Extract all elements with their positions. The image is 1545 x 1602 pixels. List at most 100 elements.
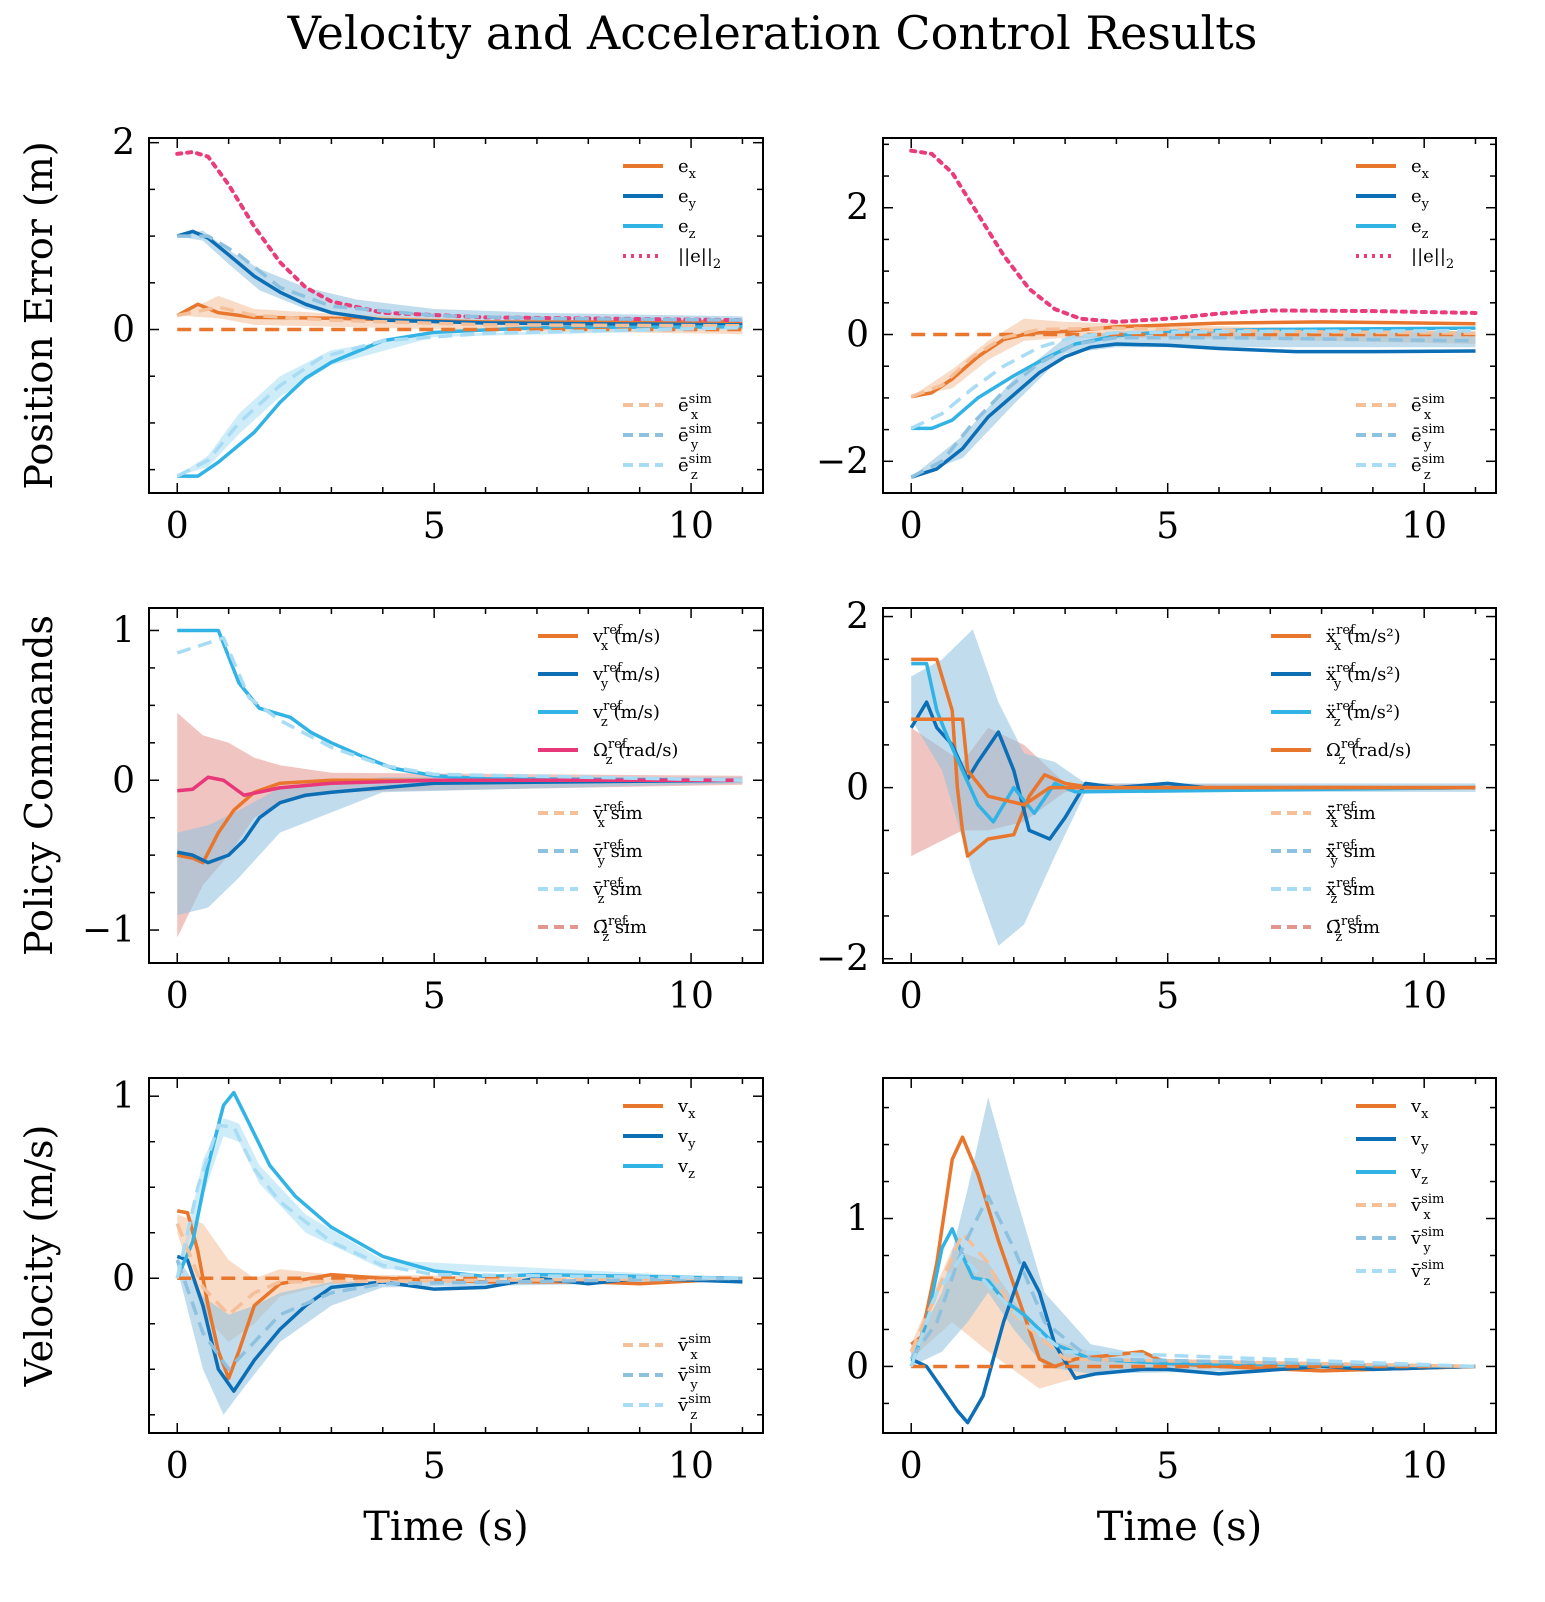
series-line--z-ref-rad-s- <box>911 717 1476 807</box>
legend-label: vref y (m/s) <box>592 661 660 692</box>
axes-frame <box>148 137 764 494</box>
axes-frame <box>148 607 764 964</box>
series-line-v-z-ref-sim <box>176 636 743 783</box>
legend-label: ez <box>1411 216 1429 242</box>
axes-frame <box>882 607 1497 964</box>
series-line-v-z-sim <box>909 1253 1476 1369</box>
legend-label: ex <box>678 156 697 182</box>
y-tick-label: 0 <box>846 768 869 809</box>
figure-title: Velocity and Acceleration Control Result… <box>287 6 1258 60</box>
legend-label-sim: ēsim x <box>1411 392 1445 423</box>
plot-area <box>909 1097 1476 1425</box>
y-tick-label: −1 <box>82 910 135 951</box>
legend-label: vy <box>1410 1129 1429 1155</box>
series-line--z-sim <box>910 328 1476 430</box>
legend-label-sim: v̄sim y <box>677 1362 711 1393</box>
series-line-v-y-ref-m-s- <box>176 778 743 865</box>
series-line--e-2 <box>175 150 745 323</box>
plot-area <box>175 150 745 478</box>
plot-area <box>909 148 1478 479</box>
panel-p00: 0 5 10 0 2 Position Error (m) ex ey ez ||e||2 ēsim… <box>17 123 764 547</box>
x-tick-label: 10 <box>668 506 714 547</box>
y-tick-label: 1 <box>112 610 135 651</box>
panel-p21: 0 5 10 0 1 Time (s) vx vy vz v̄sim xv̄sim yv̄sim z <box>846 1077 1497 1550</box>
y-tick-label: 1 <box>112 1076 135 1117</box>
legend-label: Ωref z (rad/s) <box>1326 737 1411 768</box>
y-tick-label: 0 <box>112 760 135 801</box>
x-tick-label: 0 <box>166 506 189 547</box>
x-tick-label: 5 <box>423 1446 446 1487</box>
plot-area <box>175 1090 743 1415</box>
legend-label: ||e||2 <box>678 246 721 272</box>
legend-label-sim: x̄̈ref, y sim <box>1326 838 1376 869</box>
x-tick-label: 10 <box>1401 1446 1447 1487</box>
legend-label: ẍref z (m/s²) <box>1326 699 1400 730</box>
legend-label: ey <box>1411 186 1430 212</box>
x-tick-label: 0 <box>166 976 189 1017</box>
legend-label-sim: v̄ref, x sim <box>592 800 643 831</box>
legend-label-sim: x̄̈ref, z sim <box>1326 876 1375 907</box>
y-tick-label: 0 <box>112 1258 135 1299</box>
legend-label: ex <box>1411 156 1430 182</box>
legend-label: vy <box>677 1126 696 1152</box>
legend-label-sim: v̄ref, y sim <box>592 838 643 869</box>
legend-label-sim: v̄sim x <box>677 1332 711 1363</box>
series-line-e-y <box>910 342 1476 479</box>
x-tick-label: 10 <box>668 1446 714 1487</box>
axes-frame <box>882 137 1497 494</box>
series-line--x-ref-m-s- <box>911 657 1476 858</box>
x-axis-label: Time (s) <box>363 1504 529 1550</box>
x-tick-label: 5 <box>423 506 446 547</box>
x-axis-label: Time (s) <box>1097 1504 1263 1550</box>
series-line-v-x-sim <box>175 1222 743 1317</box>
legend-label: ||e||2 <box>1411 246 1454 272</box>
series-line-v-x <box>176 1209 743 1381</box>
series-line-v-y <box>910 1261 1476 1425</box>
x-tick-label: 0 <box>166 1446 189 1487</box>
x-tick-label: 5 <box>1156 506 1179 547</box>
series-line--z-ref-rad-s- <box>177 775 743 797</box>
legend-label-sim: ēsim y <box>1411 422 1445 453</box>
y-axis-label: Velocity (m/s) <box>17 1125 61 1388</box>
legend-label-sim: v̄sim z <box>677 1392 711 1423</box>
axes-frame <box>148 1077 764 1434</box>
x-tick-label: 10 <box>1401 506 1447 547</box>
y-tick-label: 1 <box>846 1199 869 1240</box>
legend-label-sim: Ω̄ref, z sim <box>593 914 647 945</box>
plot-area <box>176 628 743 938</box>
legend-label-sim: x̄̈ref, x sim <box>1326 800 1376 831</box>
y-tick-label: 2 <box>112 123 135 164</box>
x-tick-label: 5 <box>1156 1446 1179 1487</box>
legend-label-sim: ēsim y <box>678 422 712 453</box>
uncertainty-band-z_sim <box>177 1118 743 1279</box>
legend-label: vref z (m/s) <box>592 699 660 730</box>
legend-label-sim: ēsim z <box>678 452 712 483</box>
x-tick-label: 10 <box>668 976 714 1017</box>
series-line-v-y-sim <box>175 1259 743 1372</box>
legend-label: vz <box>677 1156 695 1182</box>
series-line--y-sim <box>177 234 743 322</box>
series-line-v-x <box>910 1135 1476 1373</box>
y-axis-label: Policy Commands <box>17 615 61 956</box>
series-line--y-sim <box>910 335 1476 479</box>
y-tick-label: 0 <box>112 310 135 351</box>
legend-label: ẍref x (m/s²) <box>1326 623 1401 654</box>
y-tick-label: 0 <box>846 315 869 356</box>
y-tick-label: 2 <box>846 188 869 229</box>
uncertainty-band-y_sim <box>911 1097 1476 1374</box>
legend-label: vref x (m/s) <box>592 623 660 654</box>
series-line-v-x-ref-m-s- <box>176 778 743 865</box>
uncertainty-band-z_sim <box>177 326 743 477</box>
legend-label-sim: ēsim x <box>678 392 712 423</box>
legend-label: ez <box>678 216 696 242</box>
uncertainty-band-x_sim <box>177 1214 743 1342</box>
series-line-v-y-sim <box>909 1194 1476 1369</box>
panel-p20: 0 5 10 0 1 Velocity (m/s) Time (s) vx vy vz v̄sim x… <box>17 1076 764 1550</box>
y-tick-label: −2 <box>816 441 869 482</box>
plot-area <box>909 629 1476 946</box>
legend-label-sim: ēsim z <box>1411 452 1445 483</box>
y-tick-label: −2 <box>816 939 869 980</box>
panel-p11: 0 5 10 −2 0 2 ẍref x (m/s²) ẍref y (m/s²) ẍref z (m… <box>816 597 1497 1017</box>
y-tick-label: 2 <box>846 597 869 638</box>
